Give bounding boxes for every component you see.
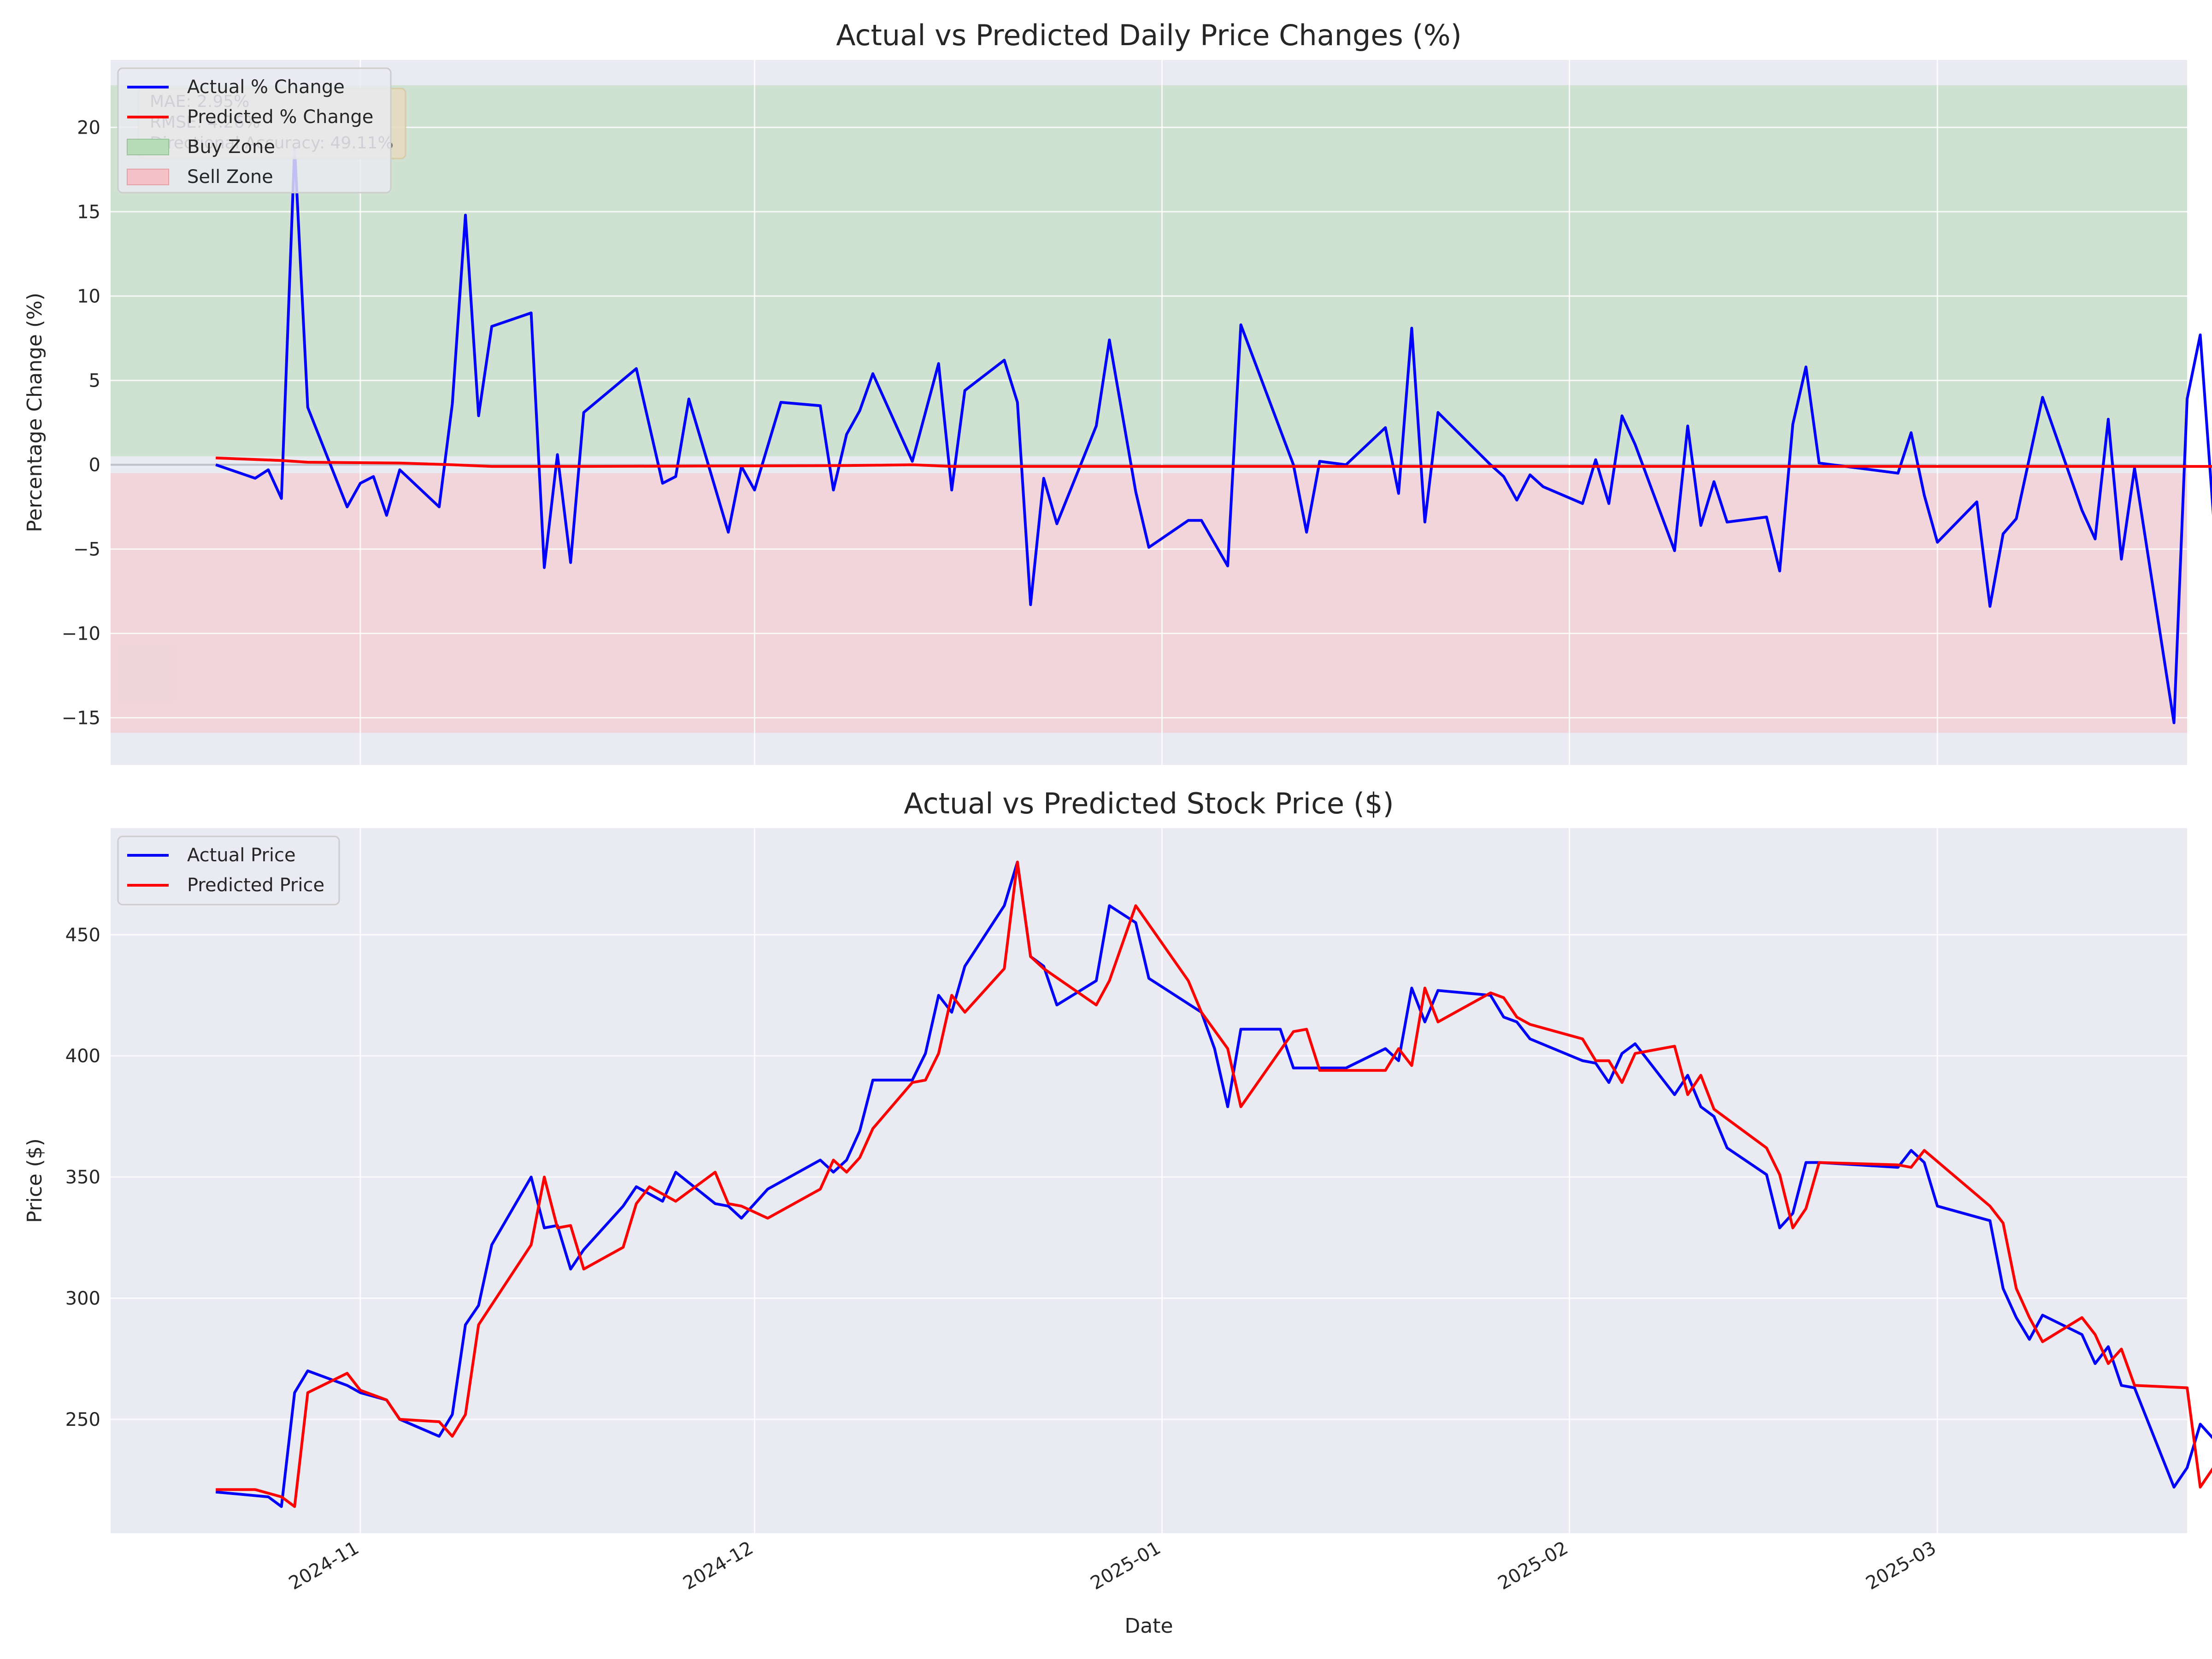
predicted-change-line [216,456,2212,468]
y-tick-label: 15 [77,201,100,223]
bottom-legend: Actual Price Predicted Price [117,835,340,906]
legend-predicted-price-label: Predicted Price [187,875,324,896]
y-tick-label: 450 [65,924,100,946]
legend-actual-price-label: Actual Price [187,845,296,866]
y-tick-label: 10 [77,286,100,307]
legend-buy-zone-label: Buy Zone [187,136,275,158]
y-tick-label: −15 [62,708,100,729]
legend-buy-zone-swatch [127,139,169,155]
top-y-axis-label: Percentage Change (%) [23,293,47,532]
y-tick-label: −5 [73,539,100,560]
bottom-legend-box [117,835,340,906]
legend-sell-zone-swatch [127,169,169,185]
y-tick-label: 350 [65,1167,100,1188]
top-legend: Actual % Change Predicted % Change Buy Z… [117,67,392,194]
y-tick-label: −10 [62,623,100,644]
legend-sell-zone-label: Sell Zone [187,166,273,188]
percent-change-chart: Actual vs Predicted Daily Price Changes … [23,18,2212,765]
sell-zone [111,473,2187,733]
y-tick-label: 20 [77,117,100,138]
bottom-plot-area [111,828,2187,1533]
top-chart-title: Actual vs Predicted Daily Price Changes … [836,18,1462,52]
x-axis-label: Date [1124,1614,1173,1638]
y-tick-label: 300 [65,1288,100,1309]
y-tick-label: 5 [89,370,100,391]
legend-actual-change-label: Actual % Change [187,76,345,98]
actual-change-line [215,146,2212,724]
actual-price-line [215,860,2212,1508]
y-tick-label: 0 [89,454,100,476]
buy-zone [111,85,2187,457]
price-chart: Actual vs Predicted Stock Price ($) 450 4… [23,787,2212,1638]
predicted-price-line [216,860,2212,1508]
y-tick-label: 400 [65,1046,100,1067]
bottom-chart-title: Actual vs Predicted Stock Price ($) [904,787,1394,820]
y-tick-label: 250 [65,1409,100,1430]
legend-predicted-change-label: Predicted % Change [187,106,373,128]
bottom-y-axis-label: Price ($) [23,1138,47,1223]
top-legend-box [117,67,392,194]
